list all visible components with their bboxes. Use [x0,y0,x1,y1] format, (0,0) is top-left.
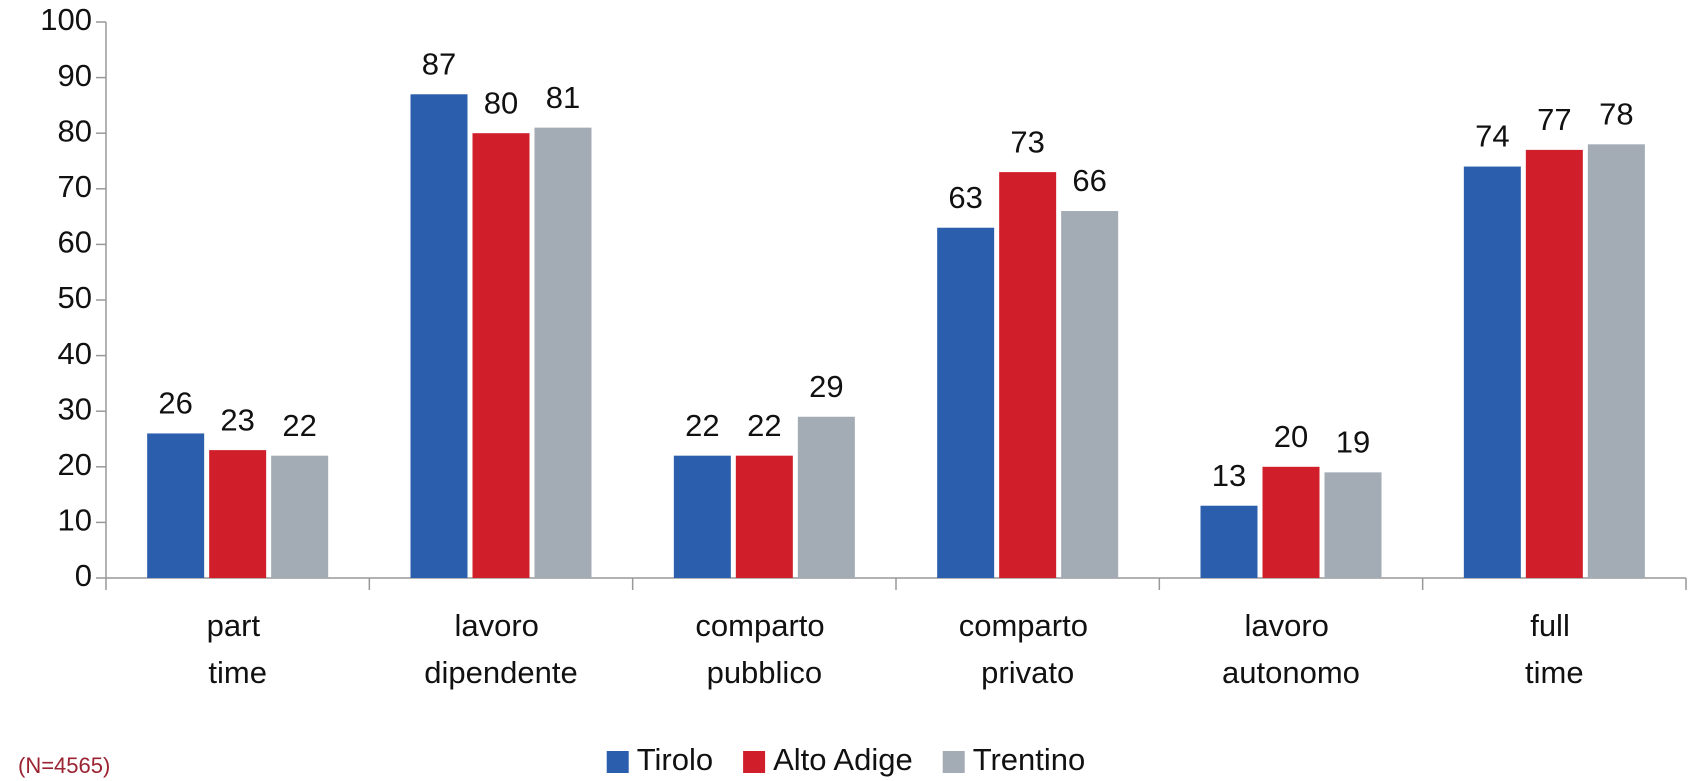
legend-label: Trentino [973,742,1086,777]
value-label: 87 [422,46,456,81]
x-tick-label-line: part [207,608,269,643]
x-tick-label-line: lavoro [454,608,547,643]
value-label: 22 [282,408,316,443]
value-label: 22 [747,408,781,443]
bar [1061,211,1119,579]
x-tick-label-line: full [1530,608,1578,643]
bar [1463,166,1521,578]
legend-swatch [743,751,766,773]
value-label: 66 [1072,163,1106,198]
y-tick-label: 100 [40,2,92,37]
y-tick-label: 90 [58,58,92,93]
y-tick-label: 40 [58,336,92,371]
bar [1525,149,1583,578]
x-tick-label: comparto privato [959,608,1097,690]
value-label: 74 [1475,119,1509,154]
y-tick-label: 80 [58,113,92,148]
y-tick-label: 70 [58,169,92,204]
value-label: 26 [158,386,192,421]
bar [1587,144,1645,578]
bar [410,94,468,578]
x-tick-label-line: lavoro [1244,608,1337,643]
x-tick-label-line: time [208,655,267,690]
y-tick-label: 30 [58,391,92,426]
value-label: 19 [1336,425,1370,460]
x-tick-label-line: autonomo [1222,655,1360,690]
bar [1262,466,1320,578]
value-label: 81 [546,80,580,115]
y-tick-label: 10 [58,503,92,538]
y-tick-label: 0 [75,558,92,593]
bar [735,455,793,578]
value-label: 63 [948,180,982,215]
value-label: 80 [484,85,518,120]
x-tick-label-line: dipendente [424,655,577,690]
x-tick-label: full time [1525,608,1584,690]
x-tick-label-line: comparto [695,608,833,643]
bar [209,450,267,578]
x-tick-label: lavoro autonomo [1222,608,1360,690]
legend-swatch [606,751,629,773]
bar [1200,505,1258,578]
value-label: 78 [1599,97,1633,132]
value-label: 20 [1274,419,1308,454]
bar [673,455,731,578]
bar [999,172,1057,578]
bar [271,455,329,578]
x-tick-label-line: time [1525,655,1584,690]
y-tick-label: 60 [58,225,92,260]
legend-label: Alto Adige [773,742,913,777]
value-label: 73 [1010,124,1044,159]
bar [472,133,530,578]
note: (N=4565) [18,753,110,778]
x-tick-label: part time [207,608,269,690]
x-tick-label: comparto pubblico [695,608,833,690]
bar [797,416,855,578]
x-tick-label-line: comparto [959,608,1097,643]
value-label: 29 [809,369,843,404]
y-tick-label: 50 [58,280,92,315]
y-tick-label: 20 [58,447,92,482]
value-label: 22 [685,408,719,443]
bar [937,227,995,578]
value-label: 77 [1537,102,1571,137]
value-label: 13 [1212,458,1246,493]
value-label: 23 [220,402,254,437]
x-tick-label-line: pubblico [707,655,822,690]
bar [147,433,205,578]
legend-swatch [942,751,965,773]
bar [534,127,592,578]
x-tick-label: lavoro dipendente [424,608,577,690]
bar [1324,472,1382,578]
legend-label: Tirolo [637,742,713,777]
x-tick-label-line: privato [981,655,1074,690]
